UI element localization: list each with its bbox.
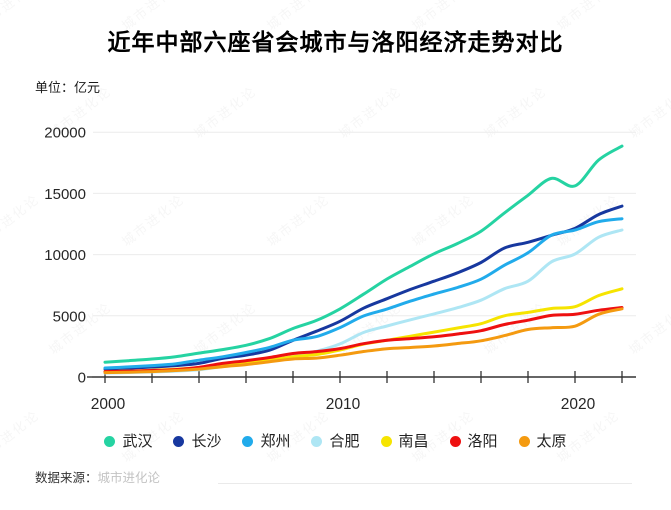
data-source-prefix: 数据来源： [35, 471, 98, 485]
legend-marker-zhengzhou [242, 436, 254, 447]
legend-marker-wuhan [104, 436, 116, 447]
legend-label-hefei: 合肥 [329, 433, 360, 450]
legend-item-zhengzhou[interactable]: 郑州 [242, 434, 290, 449]
x-tick-label: 2010 [326, 396, 361, 413]
chart-title: 近年中部六座省会城市与洛阳经济走势对比 [107, 29, 564, 55]
y-tick-label: 0 [78, 370, 86, 387]
legend-label-taiyuan: 太原 [536, 433, 567, 450]
legend-item-wuhan[interactable]: 武汉 [104, 434, 152, 449]
series-line-changsha [103, 204, 624, 371]
y-tick-label: 10000 [44, 247, 86, 264]
y-tick-label: 15000 [44, 186, 86, 203]
y-tick-label: 20000 [44, 125, 86, 142]
x-tick-label: 2020 [561, 396, 596, 413]
x-tick-label: 2000 [91, 396, 126, 413]
legend: 武汉 长沙 郑州 合肥 南昌 洛阳 太原 [0, 434, 671, 449]
series-line-nanchang [103, 287, 624, 374]
legend-label-nanchang: 南昌 [398, 433, 429, 450]
legend-marker-luoyang [449, 436, 461, 447]
footer-divider [218, 483, 632, 484]
legend-item-luoyang[interactable]: 洛阳 [449, 433, 498, 450]
series-line-wuhan [103, 144, 624, 364]
legend-marker-nanchang [380, 436, 392, 447]
legend-item-hefei[interactable]: 合肥 [311, 433, 360, 450]
legend-label-zhengzhou: 郑州 [260, 433, 291, 450]
legend-item-taiyuan[interactable]: 太原 [518, 433, 567, 450]
legend-label-changsha: 长沙 [191, 433, 222, 450]
legend-marker-changsha [173, 436, 185, 447]
series-line-taiyuan [103, 307, 624, 375]
legend-marker-taiyuan [518, 436, 530, 447]
legend-item-changsha[interactable]: 长沙 [173, 434, 221, 449]
unit-label: 单位：亿元 [35, 80, 101, 95]
series-line-zhengzhou [103, 217, 624, 370]
legend-item-nanchang[interactable]: 南昌 [380, 433, 429, 450]
legend-label-wuhan: 武汉 [122, 433, 153, 450]
legend-marker-hefei [311, 436, 323, 447]
legend-label-luoyang: 洛阳 [467, 433, 498, 450]
data-source-name: 城市进化论 [97, 471, 161, 485]
data-source: 数据来源：城市进化论 [35, 467, 160, 486]
y-tick-label: 5000 [53, 308, 86, 325]
